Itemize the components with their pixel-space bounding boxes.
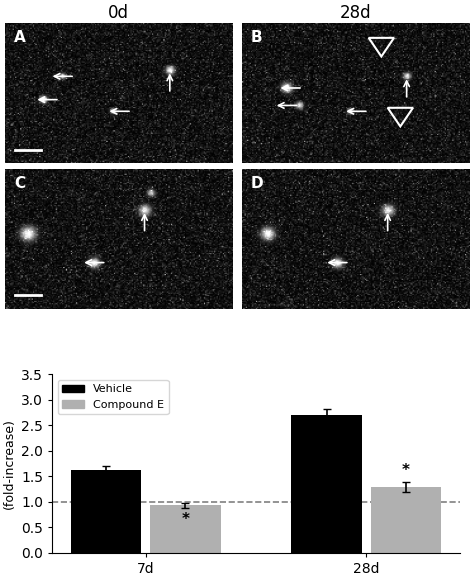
Text: D: D — [251, 176, 263, 191]
Y-axis label: Mean Plaque Growth
(fold-increase): Mean Plaque Growth (fold-increase) — [0, 399, 16, 528]
Legend: Vehicle, Compound E: Vehicle, Compound E — [58, 380, 169, 414]
Bar — [71, 470, 141, 553]
Text: C: C — [14, 176, 25, 191]
Text: A: A — [14, 30, 26, 45]
Text: *: * — [402, 463, 410, 478]
Text: *: * — [182, 512, 190, 527]
Bar — [150, 506, 221, 553]
Title: 28d: 28d — [339, 3, 371, 22]
Bar — [291, 416, 362, 553]
Bar — [371, 487, 441, 553]
Title: 0d: 0d — [108, 3, 129, 22]
Text: B: B — [251, 30, 262, 45]
